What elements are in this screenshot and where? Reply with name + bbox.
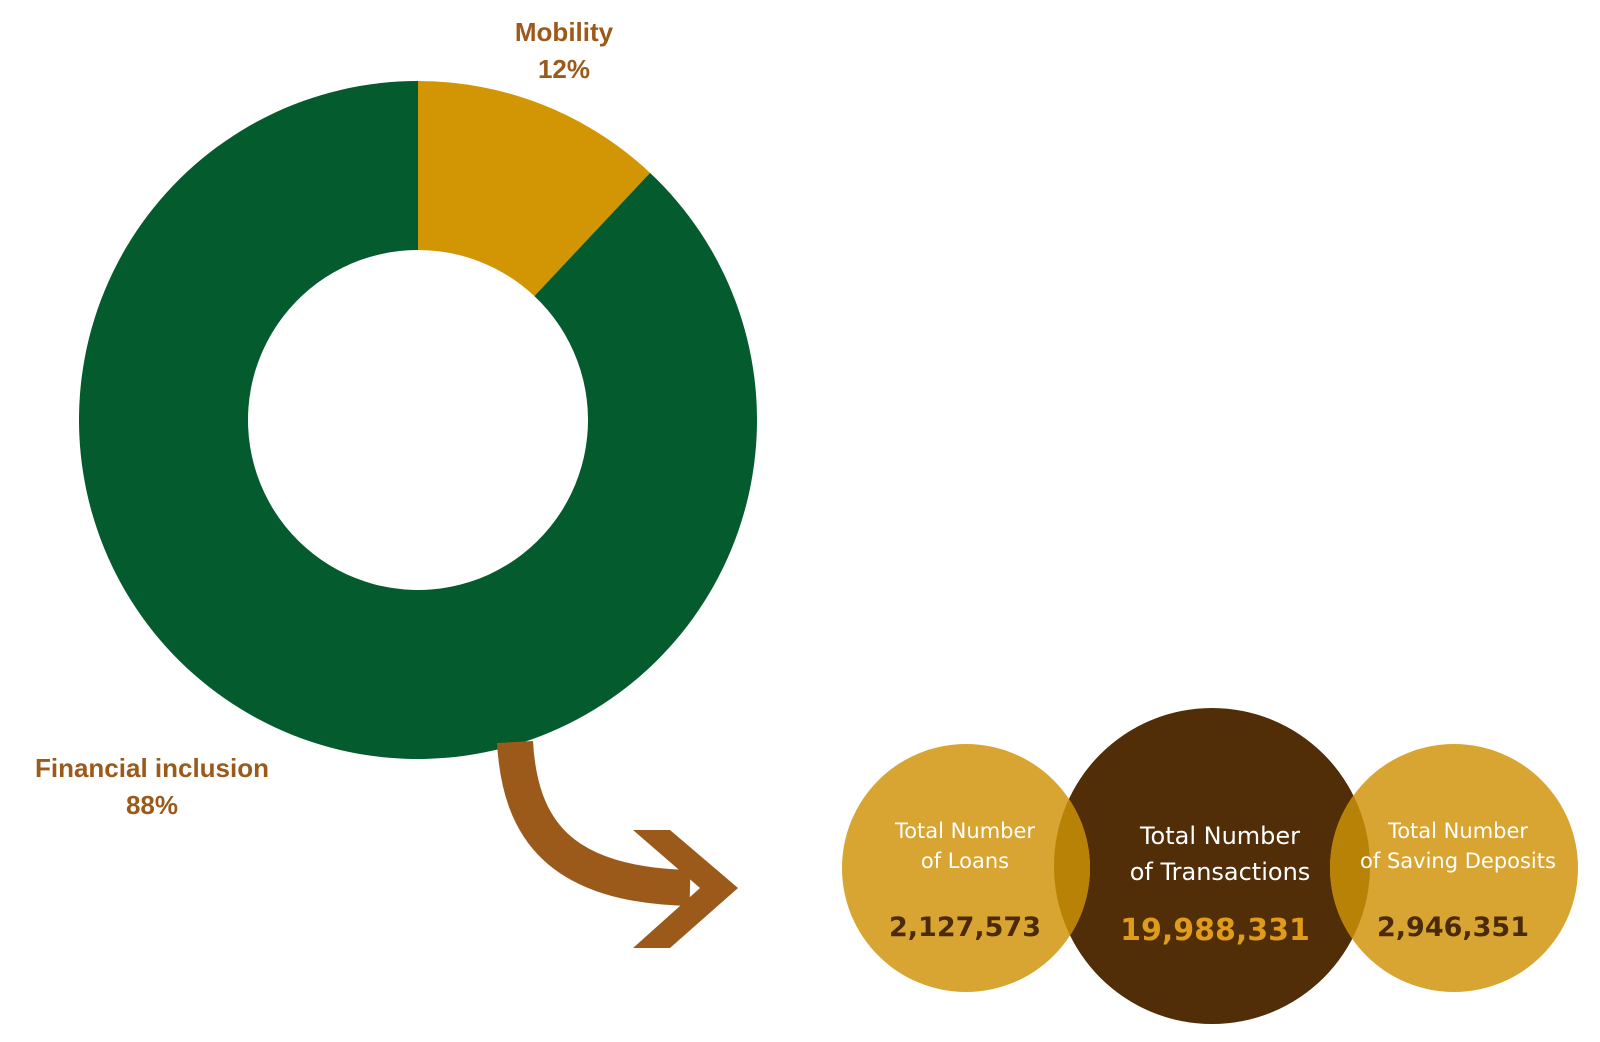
donut-chart (78, 81, 757, 759)
savings-title: Total Number of Saving Deposits (1348, 816, 1568, 876)
transactions-value: 19,988,331 (1120, 913, 1310, 948)
savings-title-line2: of Saving Deposits (1360, 849, 1556, 873)
slice-label-mobility-value: 12% (537, 54, 591, 84)
savings-value: 2,946,351 (1376, 912, 1530, 943)
transactions-title-line1: Total Number (1139, 822, 1301, 850)
slice-label-mobility-name: Mobility (514, 17, 614, 47)
slice-label-financial-inclusion: Financial inclusion 88% (12, 750, 292, 824)
transactions-title-line2: of Transactions (1129, 858, 1311, 886)
slice-label-financial-inclusion-value: 88% (125, 790, 179, 820)
loans-value: 2,127,573 (888, 912, 1042, 943)
loans-title-line1: Total Number (894, 819, 1036, 843)
loans-title: Total Number of Loans (865, 816, 1065, 876)
slice-label-mobility: Mobility 12% (464, 14, 664, 88)
savings-title-line1: Total Number (1387, 819, 1529, 843)
donut-slice-financial-inclusion (78, 81, 757, 759)
donut-slice-mobility (418, 81, 651, 297)
transactions-title: Total Number of Transactions (1105, 818, 1335, 890)
slice-label-financial-inclusion-name: Financial inclusion (34, 753, 270, 783)
loans-title-line2: of Loans (920, 849, 1010, 873)
